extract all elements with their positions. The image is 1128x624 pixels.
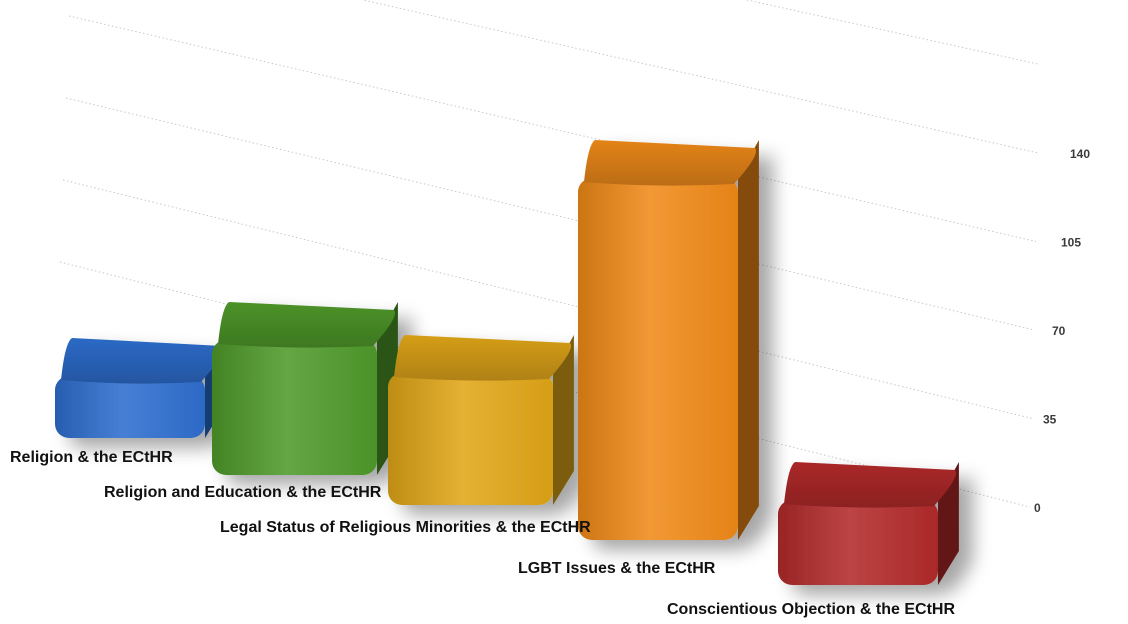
x-category-label: Conscientious Objection & the ECtHR xyxy=(667,601,955,618)
bar-front-face xyxy=(212,340,377,475)
bar-side-face xyxy=(738,140,759,540)
bar-top-face xyxy=(394,335,572,381)
category-labels: Religion & the ECtHR Religion and Educati… xyxy=(10,449,955,618)
y-axis-ticks: 0 35 70 105 140 xyxy=(1034,147,1090,515)
bar-front-face xyxy=(578,178,738,540)
bar-front-face xyxy=(778,500,938,585)
gridline xyxy=(744,0,1041,65)
y-tick-label: 105 xyxy=(1061,236,1081,250)
y-tick-label: 0 xyxy=(1034,501,1041,515)
bars xyxy=(55,140,959,585)
gridline xyxy=(68,15,1037,242)
y-tick-label: 70 xyxy=(1052,324,1066,338)
bar xyxy=(212,302,398,475)
bar-top-face xyxy=(61,338,224,384)
bar-side-face xyxy=(553,335,574,505)
x-category-label: LGBT Issues & the ECtHR xyxy=(518,560,716,577)
x-category-label: Legal Status of Religious Minorities & t… xyxy=(220,519,591,536)
bar-front-face xyxy=(388,373,553,505)
bar xyxy=(55,338,226,438)
x-category-label: Religion and Education & the ECtHR xyxy=(104,484,382,501)
bar xyxy=(778,462,959,585)
bar-top-face xyxy=(218,302,396,348)
gridline xyxy=(360,0,1039,154)
bar-front-face xyxy=(55,376,205,438)
bar-top-face xyxy=(784,462,957,508)
gridline xyxy=(65,97,1035,331)
y-tick-label: 35 xyxy=(1043,413,1057,427)
x-category-label: Religion & the ECtHR xyxy=(10,449,173,466)
bar xyxy=(578,140,759,540)
bar xyxy=(388,335,574,505)
bar-top-face xyxy=(584,140,757,186)
y-tick-label: 140 xyxy=(1070,147,1090,161)
